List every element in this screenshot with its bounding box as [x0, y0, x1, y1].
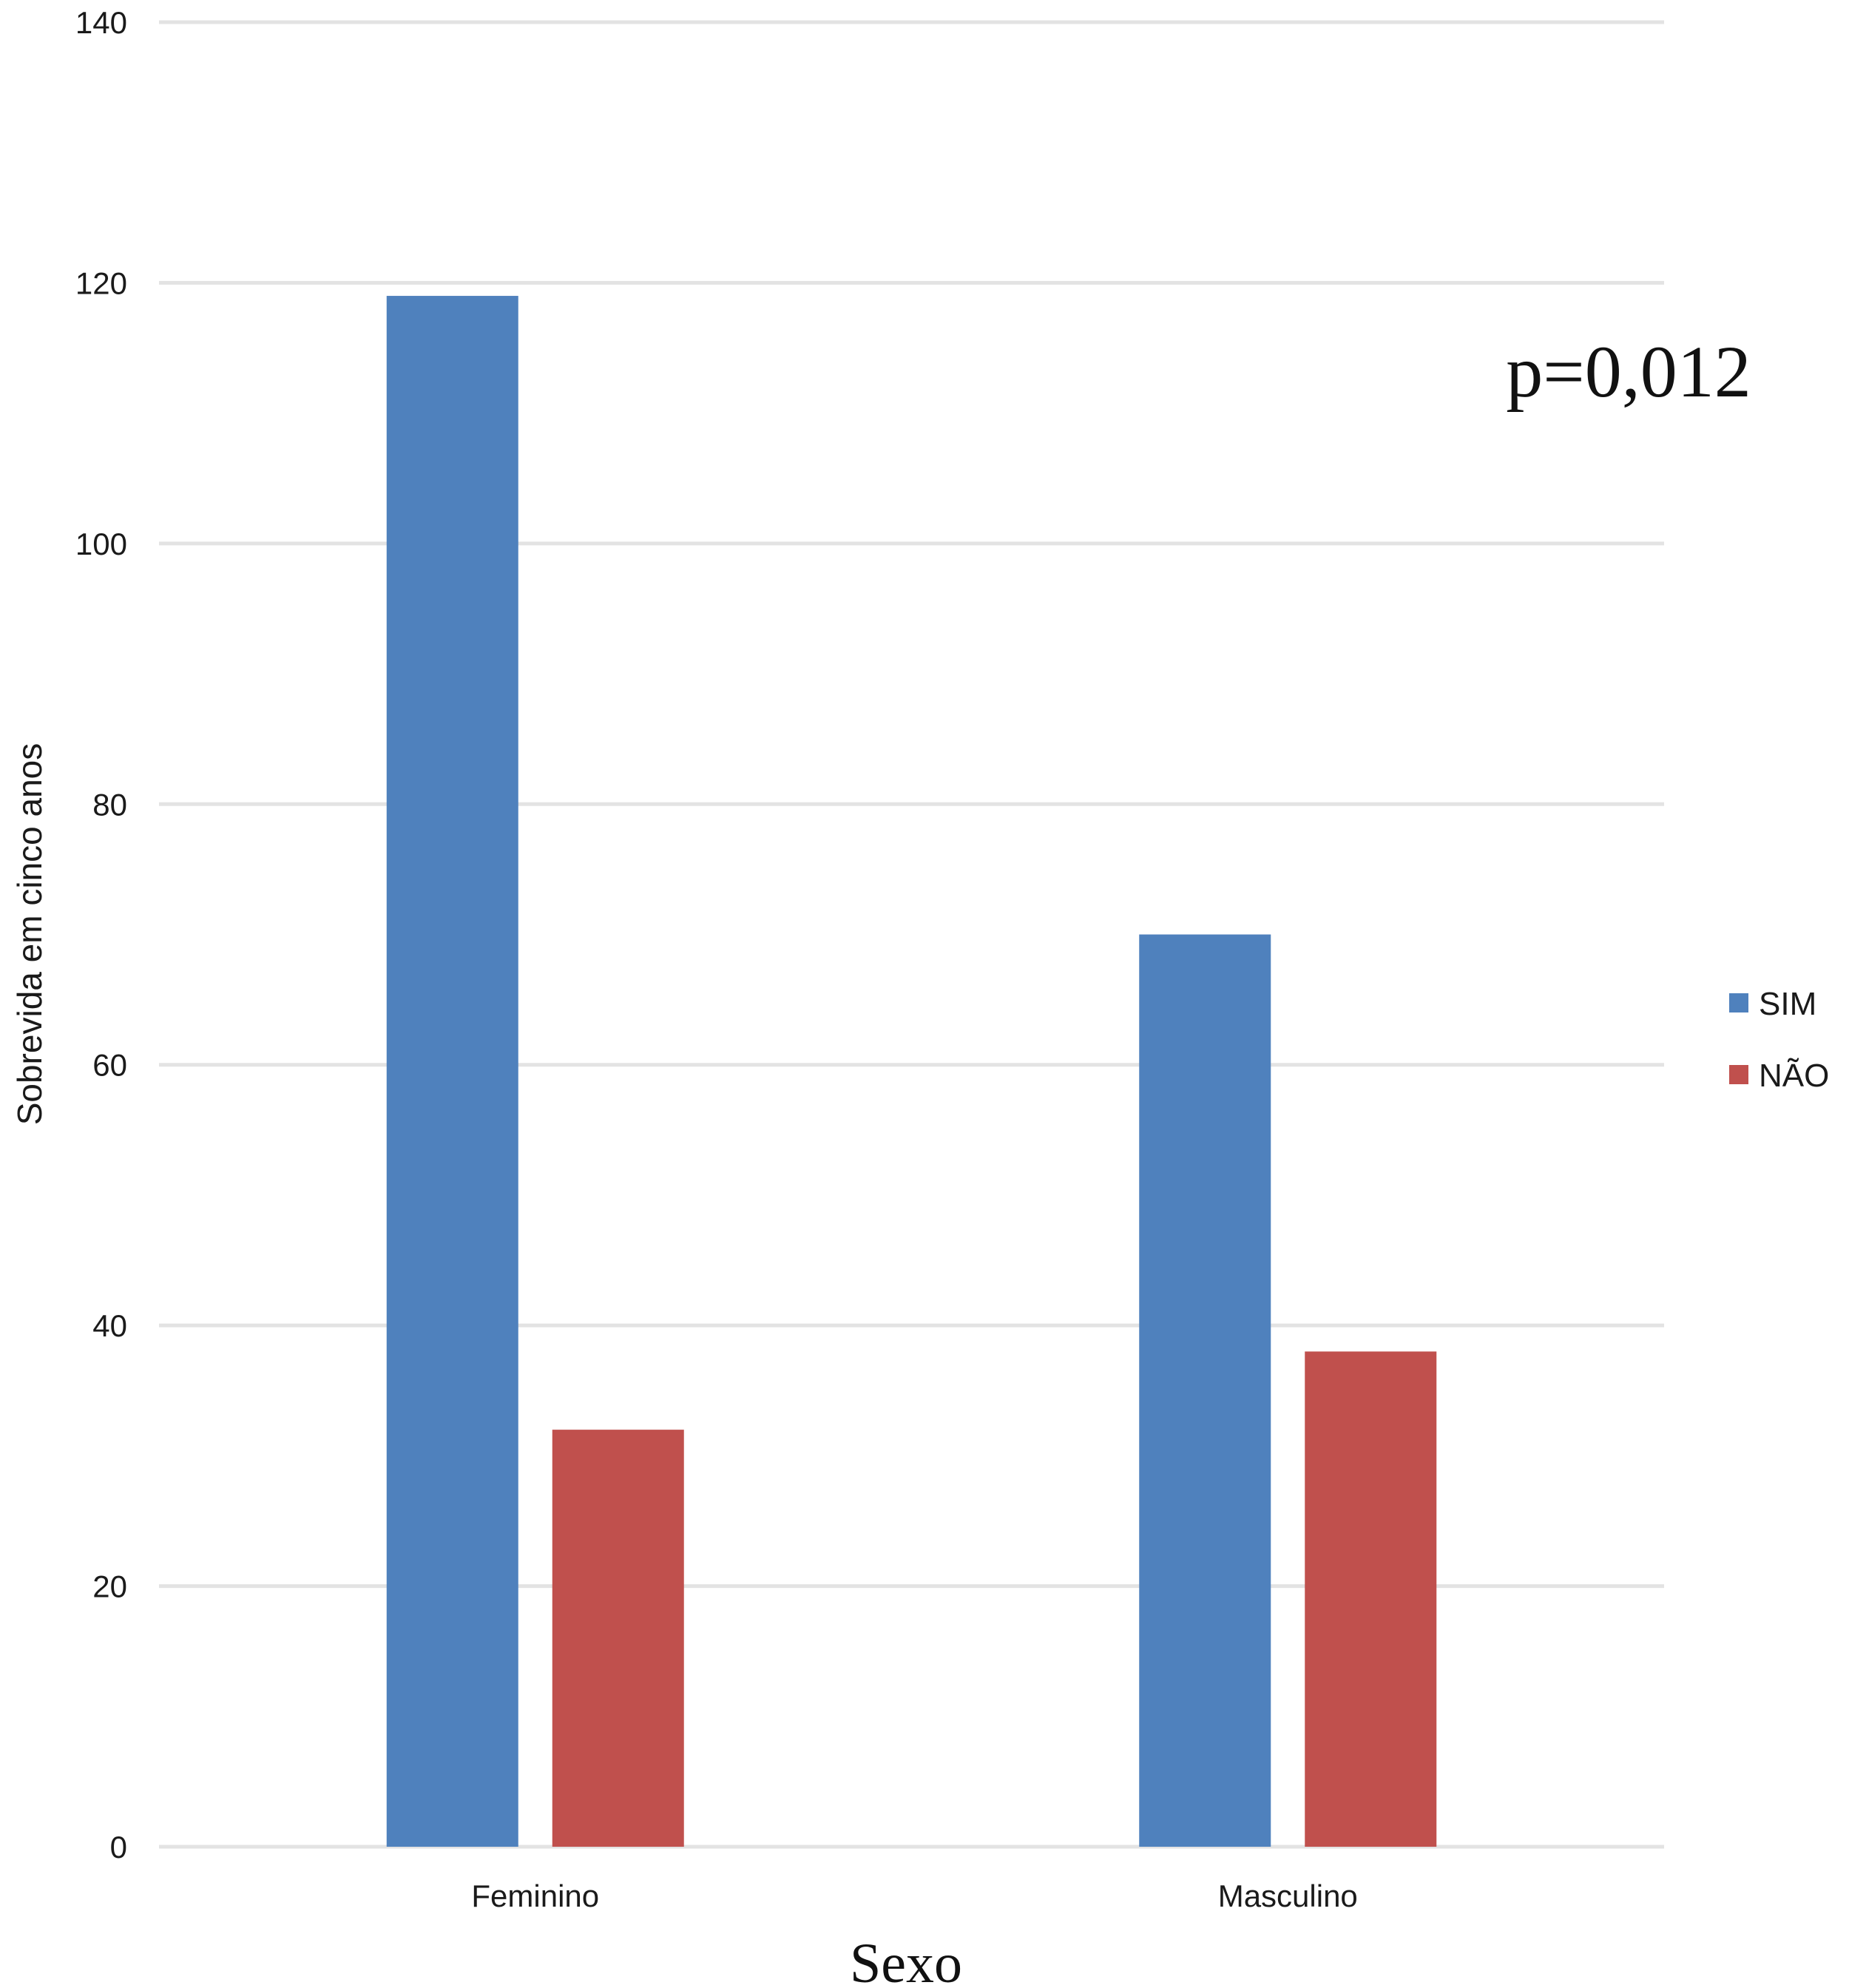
y-tick-label-20: 20 — [92, 1569, 127, 1604]
y-tick-label-0: 0 — [110, 1830, 127, 1864]
y-tick-label-120: 120 — [75, 266, 127, 300]
legend-swatch-nao — [1729, 1065, 1748, 1084]
y-tick-label-40: 40 — [92, 1308, 127, 1343]
y-tick-label-80: 80 — [92, 787, 127, 822]
bar-feminino-sim — [386, 296, 518, 1847]
bar-feminino-nao — [552, 1430, 684, 1847]
x-category-label-masculino: Masculino — [1218, 1879, 1358, 1913]
bars — [386, 296, 1437, 1847]
legend-label-nao: NÃO — [1759, 1057, 1829, 1094]
x-axis-label: Sexo — [850, 1933, 962, 1988]
p-value-annotation: p=0,012 — [1506, 331, 1751, 413]
x-category-label-feminino: Feminino — [471, 1879, 599, 1913]
x-axis-categories: Feminino Masculino — [471, 1879, 1357, 1913]
legend-label-sim: SIM — [1759, 986, 1816, 1022]
bar-masculino-nao — [1305, 1351, 1437, 1847]
y-axis-ticks: 0 20 40 60 80 100 120 140 — [75, 5, 127, 1864]
legend: SIM NÃO — [1729, 986, 1829, 1094]
bar-masculino-sim — [1139, 934, 1271, 1847]
y-tick-label-100: 100 — [75, 527, 127, 561]
y-tick-label-60: 60 — [92, 1048, 127, 1083]
y-axis-label: Sobrevida em cinco anos — [10, 743, 49, 1126]
legend-swatch-sim — [1729, 993, 1748, 1012]
legend-item-nao: NÃO — [1729, 1057, 1829, 1094]
gridlines — [159, 20, 1664, 1849]
y-tick-label-140: 140 — [75, 5, 127, 40]
legend-item-sim: SIM — [1729, 986, 1816, 1022]
